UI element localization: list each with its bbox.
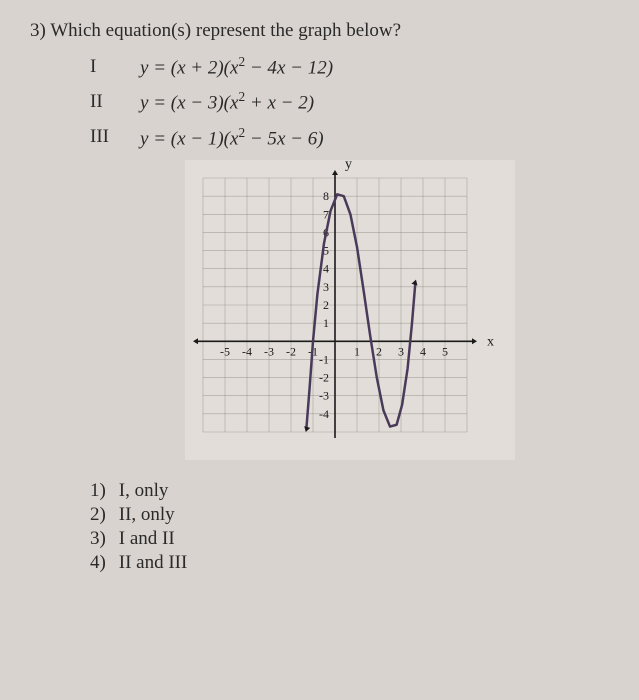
equation-row: II y = (x − 3)(x2 + x − 2)	[90, 89, 609, 114]
answer-number: 3)	[90, 528, 114, 550]
svg-text:-4: -4	[319, 407, 329, 421]
svg-text:x: x	[487, 334, 494, 349]
svg-text:-5: -5	[220, 344, 230, 358]
svg-text:-2: -2	[286, 344, 296, 358]
question-number: 3)	[30, 20, 46, 41]
svg-text:-1: -1	[319, 352, 329, 366]
equation-body: y = (x − 1)(x2 − 5x − 6)	[140, 125, 324, 150]
answer-number: 2)	[90, 504, 114, 526]
equation-row: III y = (x − 1)(x2 − 5x − 6)	[90, 125, 609, 150]
svg-text:8: 8	[323, 189, 329, 203]
svg-text:4: 4	[323, 262, 329, 276]
roman-numeral: III	[90, 126, 140, 148]
svg-text:-3: -3	[319, 389, 329, 403]
svg-text:y: y	[345, 160, 352, 172]
answer-text: II and III	[119, 552, 188, 573]
equation-body: y = (x + 2)(x2 − 4x − 12)	[140, 54, 333, 79]
answer-text: I and II	[119, 528, 175, 549]
answer-text: II, only	[119, 504, 175, 525]
answer-row: 2) II, only	[90, 504, 609, 526]
answer-number: 1)	[90, 480, 114, 502]
answer-row: 3) I and II	[90, 528, 609, 550]
answer-number: 4)	[90, 552, 114, 574]
answer-row: 1) I, only	[90, 480, 609, 502]
graph-container: -5-4-3-2-11234512345678-1-2-3-4xy	[90, 160, 609, 460]
svg-text:-4: -4	[242, 344, 252, 358]
svg-text:-3: -3	[264, 344, 274, 358]
answer-choices: 1) I, only 2) II, only 3) I and II 4) II…	[90, 480, 609, 574]
equation-body: y = (x − 3)(x2 + x − 2)	[140, 89, 314, 114]
svg-text:3: 3	[323, 280, 329, 294]
question-text: Which equation(s) represent the graph be…	[50, 20, 401, 41]
svg-text:3: 3	[398, 344, 404, 358]
svg-text:-2: -2	[319, 371, 329, 385]
svg-text:4: 4	[420, 344, 426, 358]
equation-list: I y = (x + 2)(x2 − 4x − 12) II y = (x − …	[90, 54, 609, 150]
svg-text:1: 1	[354, 344, 360, 358]
svg-text:2: 2	[323, 298, 329, 312]
svg-text:2: 2	[376, 344, 382, 358]
answer-row: 4) II and III	[90, 552, 609, 574]
roman-numeral: II	[90, 91, 140, 113]
equation-row: I y = (x + 2)(x2 − 4x − 12)	[90, 54, 609, 79]
svg-text:5: 5	[442, 344, 448, 358]
question-prompt: 3) Which equation(s) represent the graph…	[30, 20, 609, 42]
graph-svg: -5-4-3-2-11234512345678-1-2-3-4xy	[185, 160, 515, 460]
svg-text:1: 1	[323, 316, 329, 330]
answer-text: I, only	[119, 480, 169, 501]
roman-numeral: I	[90, 56, 140, 78]
